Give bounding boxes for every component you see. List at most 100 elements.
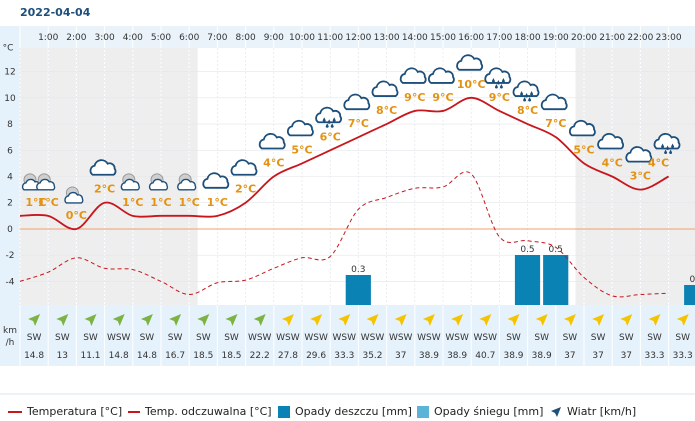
wind-arrow-icon	[84, 314, 97, 326]
forecast-date: 2022-04-04	[20, 6, 91, 19]
temperature-label: 3°C	[630, 170, 651, 183]
cloud-shape	[230, 159, 258, 176]
cloud-shape	[371, 80, 399, 97]
wind-speed-label: 18.5	[221, 351, 241, 361]
wind-arrow-icon	[422, 314, 435, 326]
wind-arrow-shape	[140, 314, 153, 326]
wind-direction-label: WSW	[276, 333, 300, 343]
temperature-label: 9°C	[404, 91, 425, 104]
wind-arrow-shape	[676, 314, 689, 326]
wind-direction-label: SW	[563, 333, 578, 343]
wind-arrow-icon	[563, 314, 576, 326]
wind-arrow-icon	[253, 314, 266, 326]
wind-arrow-icon	[394, 314, 407, 326]
wind-speed-label: 16.7	[165, 351, 185, 361]
precipitation-label: 0.3	[351, 265, 365, 275]
wind-direction-label: WSW	[445, 333, 469, 343]
cloud-icon	[230, 159, 258, 176]
wind-speed-label: 38.9	[419, 351, 439, 361]
wind-arrow-icon	[648, 314, 661, 326]
wind-speed-label: 14.8	[109, 351, 129, 361]
wind-unit-h: /h	[6, 338, 15, 348]
legend-feels-like-line-icon	[128, 410, 140, 413]
raindrop-shape	[523, 97, 527, 102]
raindrop-shape	[491, 77, 495, 83]
temperature-label: 1°C	[38, 196, 59, 209]
rain-cloud-icon	[315, 106, 343, 128]
raindrop-shape	[528, 97, 532, 102]
cloud-icon	[202, 172, 230, 189]
partly-cloudy-night-icon	[64, 186, 84, 204]
cloud-shape	[89, 159, 117, 176]
rain-cloud-icon	[484, 67, 512, 89]
wind-arrow-shape	[648, 314, 661, 326]
cloud-shape	[625, 146, 653, 163]
wind-arrow-shape	[28, 314, 41, 326]
raindrop-shape	[501, 77, 505, 83]
temperature-label: 8°C	[376, 104, 397, 117]
hour-label: 16:00	[458, 33, 484, 43]
y-tick-label: 4	[7, 173, 13, 183]
wind-speed-label: 35.2	[362, 351, 382, 361]
wind-arrow-icon	[197, 314, 210, 326]
precipitation-bar	[514, 255, 541, 305]
wind-arrow-shape	[112, 314, 125, 326]
forecast-chart: 2022-04-04 1:00 2:00 3:00 4:00 5:00 6:00 7:00 8…	[0, 6, 695, 395]
hour-label: 11:00	[317, 33, 343, 43]
wind-arrow-icon	[676, 314, 689, 326]
y-tick-label: 0	[7, 225, 13, 235]
y-tick-label: -4	[6, 277, 15, 287]
cloud-icon	[540, 93, 568, 111]
wind-arrow-icon	[112, 314, 125, 326]
raindrop-shape	[499, 83, 503, 89]
legend-temperature-line-icon	[8, 410, 22, 413]
temperature-label: 1°C	[207, 196, 228, 209]
temperature-label: 0°C	[66, 209, 87, 222]
wind-direction-label: SW	[83, 333, 98, 343]
raindrop-shape	[332, 117, 336, 122]
wind-speed-label: 14.8	[24, 351, 44, 361]
temperature-label: 1°C	[179, 196, 200, 209]
wind-direction-label: SW	[140, 333, 155, 343]
hour-label: 13:00	[374, 33, 400, 43]
wind-direction-label: SW	[506, 333, 521, 343]
wind-speed-label: 33.3	[334, 351, 354, 361]
raindrop-shape	[494, 83, 498, 89]
feels-like-line	[19, 171, 669, 298]
wind-arrow-shape	[535, 314, 548, 326]
legend-rain-label: Opady deszczu [mm]	[295, 405, 412, 418]
wind-speed-label: 18.5	[193, 351, 213, 361]
hour-label: 22:00	[627, 33, 653, 43]
temperature-label: 7°C	[348, 117, 369, 130]
hour-label: 3:00	[94, 33, 114, 43]
hour-label: 12:00	[345, 33, 371, 43]
precipitation-label: 0.2	[690, 275, 695, 285]
cloud-shape	[287, 119, 314, 137]
wind-direction-label: SW	[224, 333, 239, 343]
cloud-icon	[343, 93, 371, 111]
wind-direction-label: SW	[619, 333, 634, 343]
cloud-icon	[428, 67, 455, 84]
wind-arrow-shape	[197, 314, 210, 326]
y-tick-label: 12	[4, 68, 15, 78]
hour-label: 19:00	[543, 33, 569, 43]
wind-direction-label: WSW	[389, 333, 413, 343]
legend-feels-like-label: Temp. odczuwalna [°C]	[145, 405, 272, 418]
hour-label: 5:00	[151, 33, 171, 43]
wind-direction-label: SW	[168, 333, 183, 343]
temperature-label: 2°C	[94, 183, 115, 196]
temperature-label: 5°C	[573, 143, 594, 156]
wind-direction-label: SW	[591, 333, 606, 343]
wind-arrow-shape	[169, 314, 182, 326]
cloud-shape	[540, 93, 568, 111]
hour-label: 21:00	[599, 33, 625, 43]
legend-wind-arrow-icon	[550, 406, 562, 418]
raindrop-shape	[330, 123, 334, 128]
cloud-shape	[456, 54, 484, 71]
temperature-line	[19, 96, 670, 231]
y-tick-label: -2	[6, 251, 15, 261]
hour-label: 2:00	[66, 33, 86, 43]
wind-arrow-shape	[451, 314, 464, 326]
legend-temperature-label: Temperatura [°C]	[27, 405, 123, 418]
raindrop-shape	[325, 123, 329, 128]
